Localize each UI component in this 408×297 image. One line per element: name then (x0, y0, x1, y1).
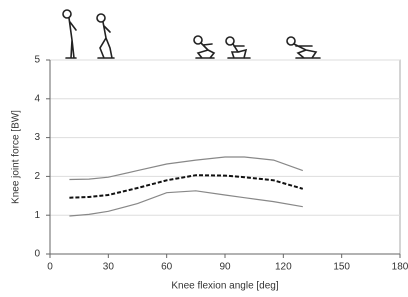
y-tick-label: 2 (34, 171, 40, 182)
y-tick-label: 0 (34, 249, 40, 260)
y-axis-label: Knee joint force [BW] (11, 110, 22, 204)
figure-deep-squat (287, 37, 320, 58)
x-tick-label: 150 (333, 262, 350, 273)
x-tick-label: 180 (392, 262, 408, 273)
y-tick-label: 3 (34, 132, 40, 143)
series-line (69, 175, 302, 198)
x-tick-label: 0 (47, 262, 53, 273)
x-tick-label: 30 (103, 262, 115, 273)
x-tick-label: 60 (161, 262, 173, 273)
posture-icons (63, 10, 320, 58)
y-tick-label: 1 (34, 210, 40, 221)
chart: Knee flexion angle [deg] Knee joint forc… (0, 0, 408, 297)
figure-slight-bend (97, 14, 114, 58)
figure-squat (226, 37, 250, 58)
y-tick-label: 4 (34, 93, 40, 104)
figure-half-squat (194, 36, 214, 58)
figure-standing (63, 10, 76, 58)
x-tick-label: 120 (275, 262, 292, 273)
x-axis-label: Knee flexion angle [deg] (171, 281, 279, 292)
series-line (69, 191, 302, 216)
x-tick-label: 90 (219, 262, 231, 273)
y-tick-label: 5 (34, 55, 40, 66)
